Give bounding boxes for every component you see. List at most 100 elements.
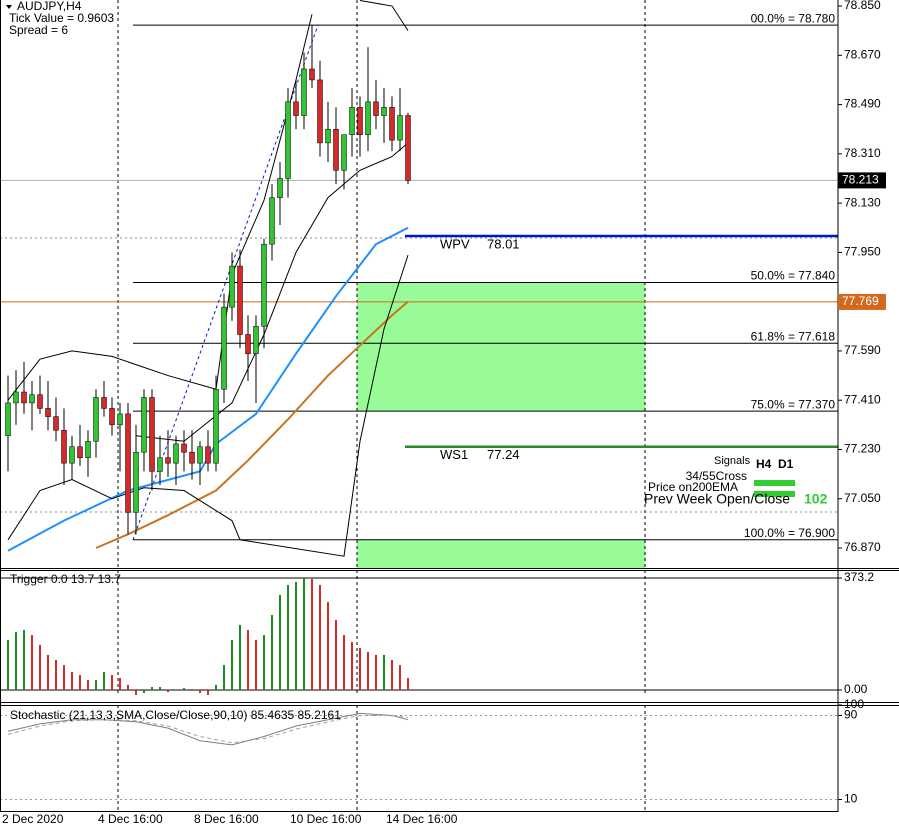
signals-row: 34/55Cross (686, 469, 747, 483)
candle-body (397, 115, 403, 141)
candle-body (37, 394, 43, 409)
trigger-panel (0, 570, 838, 695)
price-label: 77.769 (842, 294, 879, 308)
candle-body (173, 443, 179, 464)
candle-body (237, 265, 243, 335)
y-tick-label: 100 (844, 697, 864, 711)
candle-body (77, 446, 83, 458)
candle-body (229, 265, 235, 308)
price-box (838, 172, 886, 189)
signals-column: D1 (778, 457, 794, 471)
indicator-line (95, 300, 409, 549)
y-tick-label: 76.870 (844, 540, 881, 554)
signals-row: Price on200EMA (648, 480, 738, 494)
indicator-title: Stochastic (21,13,3,SMA,Close/Close,90,1… (10, 708, 341, 722)
y-tick-label: 78.850 (844, 0, 881, 12)
pivot-name: WS1 (440, 447, 468, 462)
candle-body (189, 451, 195, 464)
y-tick-label: 77.230 (844, 442, 881, 456)
y-tick-label: 77.050 (844, 491, 881, 505)
candle-body (405, 115, 411, 181)
info-line: Spread = 6 (9, 23, 68, 37)
candle-body (365, 101, 371, 135)
y-tick-label: 78.670 (844, 47, 881, 61)
fib-label: 00.0% = 78.780 (751, 11, 836, 25)
candle-body (53, 416, 59, 431)
candle-body (357, 107, 363, 135)
candle-body (125, 413, 131, 513)
y-tick-label: 78.130 (844, 195, 881, 209)
signals-count: 102 (804, 491, 828, 507)
candle-body (141, 397, 147, 453)
indicator-line (7, 0, 409, 401)
candle-body (85, 441, 91, 458)
y-tick-label: 373.2 (844, 570, 874, 584)
candle-body (381, 107, 387, 116)
price-label: 78.213 (842, 173, 879, 187)
x-tick-label: 14 Dec 16:00 (386, 812, 458, 826)
chart-title: AUDJPY,H4 (17, 0, 82, 13)
price-panel: 00.0% = 78.780 50.0% = 77.840 61.8% = 77.6… (0, 0, 838, 568)
candle-body (373, 101, 379, 116)
indicator-line (7, 712, 409, 746)
indicator-line (7, 715, 409, 744)
candle-body (5, 402, 11, 437)
indicator-title: Trigger 0.0 13.7 13.7 (10, 572, 121, 586)
candle-body (309, 68, 315, 81)
fib-label: 50.0% = 77.840 (751, 269, 836, 283)
y-tick-label: 90 (844, 708, 858, 722)
signal-bar (754, 480, 795, 486)
candle-body (197, 446, 203, 464)
candle-body (149, 397, 155, 472)
candle-body (341, 134, 347, 171)
candle-body (117, 413, 123, 426)
y-tick-label: 78.310 (844, 146, 881, 160)
y-tick-label: 77.950 (844, 245, 881, 259)
fib-diagonal (132, 25, 319, 540)
candle-body (61, 430, 67, 464)
pivot-value: 78.01 (487, 236, 520, 251)
overlay: AUDJPY,H4 Tick Value = 0.9603 Spread = 6… (2, 0, 886, 826)
candle-body (221, 306, 227, 390)
candle-body (317, 79, 323, 144)
candle-body (29, 394, 35, 404)
signals-row: Prev Week Open/Close (644, 491, 790, 507)
candle-body (285, 101, 291, 179)
pivot-name: WPV (440, 236, 470, 251)
candle-body (213, 389, 219, 464)
candle-body (245, 334, 251, 354)
fib-label: 100.0% = 76.900 (744, 526, 835, 540)
candle-body (389, 107, 395, 141)
candle-body (277, 178, 283, 198)
signal-bar (754, 491, 795, 497)
pivot-value: 77.24 (487, 447, 520, 462)
x-tick-label: 2 Dec 2020 (2, 812, 64, 826)
signals-title: Signals (714, 455, 751, 467)
price-box (838, 293, 886, 310)
y-tick-label: 77.590 (844, 343, 881, 357)
candle-body (133, 451, 139, 513)
candle-body (101, 397, 107, 409)
indicator-line (7, 226, 409, 552)
menu-arrow (6, 5, 12, 9)
indicator-line (7, 254, 409, 557)
y-tick-label: 77.410 (844, 392, 881, 406)
candle-body (253, 326, 259, 354)
stochastic-panel (0, 705, 838, 810)
x-tick-label: 4 Dec 16:00 (98, 812, 163, 826)
x-tick-label: 10 Dec 16:00 (290, 812, 362, 826)
candle-body (93, 397, 99, 442)
candle-body (157, 457, 163, 472)
candle-body (69, 446, 75, 464)
fib-zone (357, 539, 645, 568)
candle-body (293, 101, 299, 116)
candle-body (333, 128, 339, 171)
x-tick-label: 8 Dec 16:00 (194, 812, 259, 826)
candle-body (205, 446, 211, 464)
candle-body (349, 107, 355, 135)
candle-body (269, 197, 275, 245)
frame (0, 0, 899, 812)
candle-body (261, 243, 267, 327)
